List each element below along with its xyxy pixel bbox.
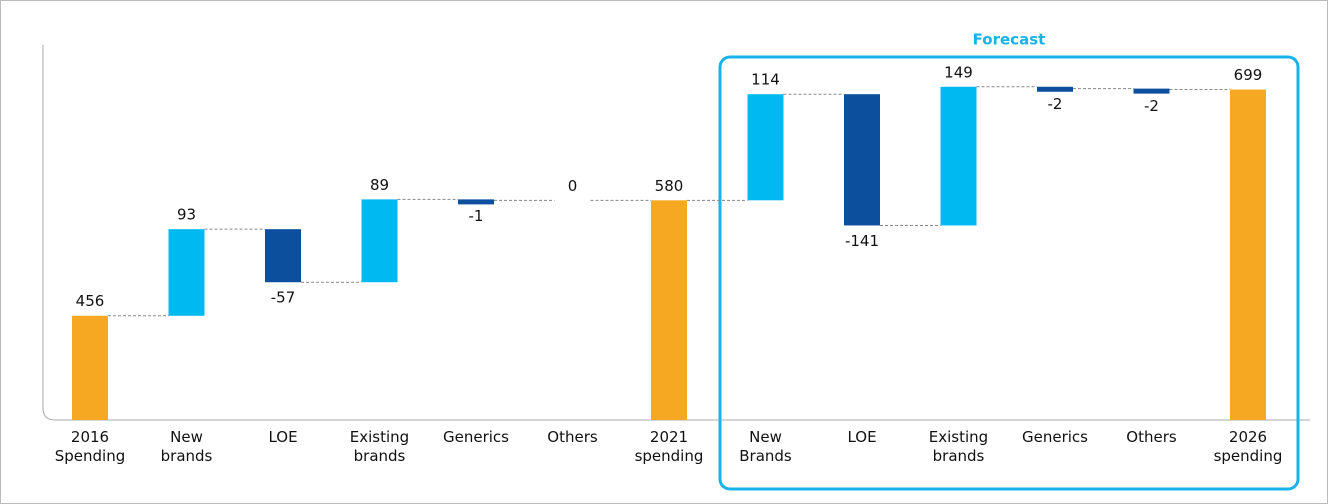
bar xyxy=(168,229,205,316)
bar xyxy=(1230,89,1266,420)
value-label: 93 xyxy=(177,206,196,224)
x-tick-label: Existing brands xyxy=(928,428,989,465)
value-label: -1 xyxy=(469,207,484,225)
axis xyxy=(42,45,1310,421)
x-tick-label: 2016 Spending xyxy=(54,428,126,465)
x-tick-label: Generics xyxy=(1022,428,1088,446)
x-tick-label: 2026 spending xyxy=(1213,428,1283,465)
bar xyxy=(361,199,398,283)
value-label: -2 xyxy=(1048,95,1063,113)
value-label: 89 xyxy=(370,176,389,194)
bar xyxy=(844,94,880,226)
value-label: 0 xyxy=(568,177,578,195)
x-tick-label: Generics xyxy=(443,428,509,446)
value-label: 149 xyxy=(944,63,973,81)
bar xyxy=(1133,88,1170,94)
x-tick-label: Existing brands xyxy=(349,428,410,465)
x-tick-label: 2021 spending xyxy=(634,428,704,465)
value-label: -57 xyxy=(271,289,296,307)
bar xyxy=(1037,86,1073,92)
forecast-box xyxy=(718,55,1300,491)
bar xyxy=(747,94,784,201)
value-label: 699 xyxy=(1234,66,1263,84)
x-tick-label: Others xyxy=(1126,428,1177,446)
bar xyxy=(265,229,301,283)
forecast-label: Forecast xyxy=(973,31,1046,49)
x-tick-label: LOE xyxy=(847,428,877,446)
value-label: -141 xyxy=(845,232,879,250)
x-tick-label: LOE xyxy=(268,428,298,446)
bar xyxy=(940,86,977,226)
x-tick-label: New brands xyxy=(160,428,213,465)
x-tick-label: Others xyxy=(547,428,598,446)
x-tick-label: New Brands xyxy=(739,428,792,465)
value-label: 114 xyxy=(751,71,780,89)
value-label: 580 xyxy=(655,177,684,195)
value-label: 456 xyxy=(76,292,105,310)
bar xyxy=(651,200,687,420)
bar xyxy=(458,199,494,205)
value-label: -2 xyxy=(1144,97,1159,115)
bar xyxy=(72,315,108,420)
